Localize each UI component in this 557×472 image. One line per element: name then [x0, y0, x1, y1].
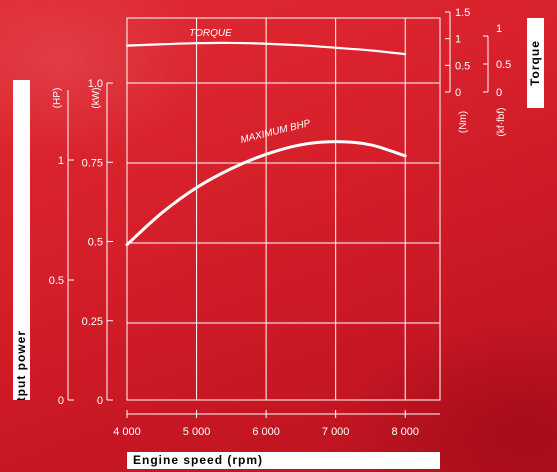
series-label-torque: TORQUE — [189, 28, 232, 39]
x-axis-title: Engine speed (rpm) — [133, 453, 264, 467]
hp-tick-label: 1 — [58, 155, 64, 167]
hp-unit-label: (HP) — [52, 88, 63, 109]
kw-unit-label: (kW) — [91, 87, 102, 108]
x-tick-label: 5 000 — [183, 426, 211, 438]
x-tick-label: 8 000 — [391, 426, 419, 438]
nm-unit-label: (Nm) — [458, 111, 469, 133]
kw-tick-label: 1.0 — [88, 78, 103, 90]
kgfm-tick-label: 0 — [496, 87, 502, 99]
kgfm-tick-label: 0.5 — [496, 59, 511, 71]
nm-tick-label: 1 — [455, 34, 461, 46]
x-axis-title-box: Engine speed (rpm) — [127, 452, 440, 469]
hp-tick-label: 0 — [58, 395, 64, 407]
x-tick-label: 6 000 — [252, 426, 280, 438]
kw-tick-label: 0.75 — [82, 157, 103, 169]
kgfm-tick-label: 1 — [496, 23, 502, 35]
x-tick-label: 7 000 — [322, 426, 350, 438]
power-axis-title: Output power — [14, 330, 28, 400]
nm-tick-label: 0 — [455, 87, 461, 99]
kgfm-unit-label: (kf·fbf) — [496, 108, 507, 137]
power-axis-title-box: Output power — [13, 80, 30, 400]
kw-tick-label: 0 — [97, 395, 103, 407]
hp-tick-label: 0.5 — [49, 275, 64, 287]
plot-frame — [126, 17, 441, 401]
series-label-maximum-bhp: MAXIMUM BHP — [239, 118, 312, 146]
x-tick-label: 4 000 — [113, 426, 141, 438]
torque-axis-title: Torque — [528, 40, 542, 86]
nm-tick-label: 0.5 — [455, 60, 470, 72]
kw-tick-label: 0.25 — [82, 316, 103, 328]
kw-tick-label: 0.5 — [88, 237, 103, 249]
series-line-torque — [125, 41, 407, 56]
nm-tick-label: 1.5 — [455, 7, 470, 19]
series-line-maximum-bhp — [125, 140, 407, 247]
torque-axis-title-box: Torque — [527, 18, 544, 108]
